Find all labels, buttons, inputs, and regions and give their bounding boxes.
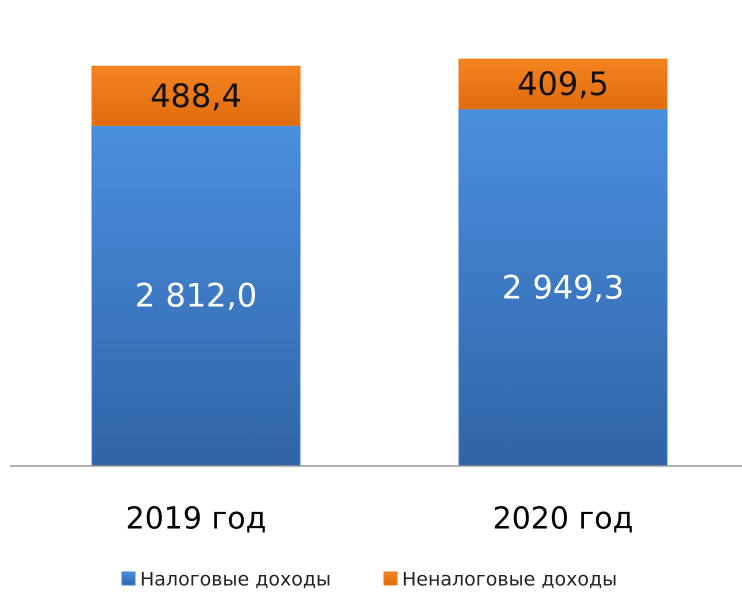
- bar-segment: [458, 58, 668, 110]
- bar-segment: [91, 65, 301, 126]
- data-label: 2 949,3: [502, 268, 624, 306]
- legend-swatch: [121, 571, 136, 586]
- legend-label: Налоговые доходы: [140, 569, 331, 591]
- bar-segment: [91, 124, 301, 467]
- x-tick-label: 2019 год: [126, 502, 267, 537]
- legend-swatch: [383, 571, 398, 586]
- legend-label: Неналоговые доходы: [402, 569, 617, 591]
- x-tick-label: 2020 год: [493, 502, 634, 537]
- data-label: 2 812,0: [135, 277, 257, 315]
- data-label: 488,4: [150, 77, 242, 115]
- data-label: 409,5: [517, 65, 609, 103]
